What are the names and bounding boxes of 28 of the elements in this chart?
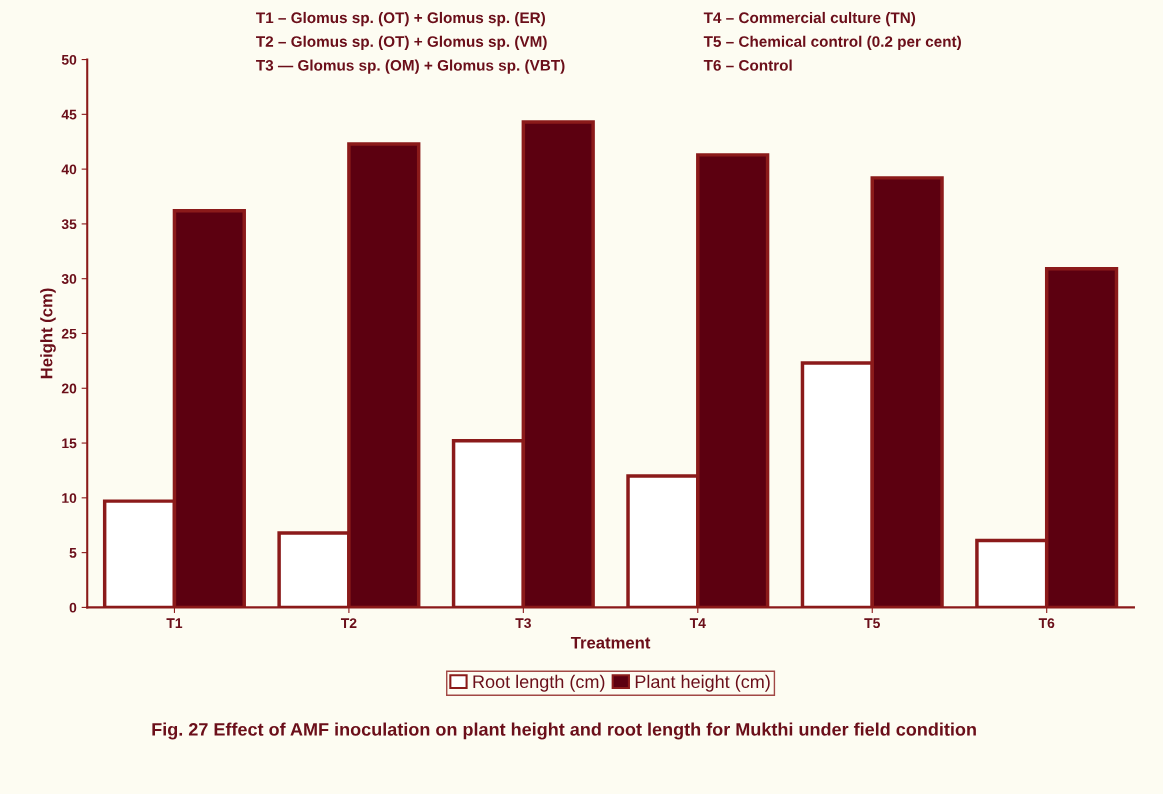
y-tick-label: 50 — [61, 54, 77, 65]
x-tick-label: T2 — [340, 618, 357, 628]
y-tick-label: 15 — [62, 438, 77, 449]
text: T5 – Chemical control (0.2 per cent) — [703, 35, 961, 50]
y-tick-label: 30 — [61, 274, 77, 284]
y-tick-label: 5 — [69, 548, 77, 558]
x-tick-label: T6 — [1038, 618, 1055, 629]
y-tick-label: 45 — [61, 109, 77, 120]
text: T1 – Glomus sp. (OT) + Glomus sp. (ER) — [256, 11, 545, 27]
text: T4 – Commercial culture (TN) — [703, 11, 916, 27]
x-tick-label: T3 — [515, 618, 531, 629]
annotation: T6 – Control — [703, 59, 792, 71]
y-tick-label: 20 — [61, 383, 77, 394]
y-axis-title: Height (cm) — [40, 288, 56, 379]
y-tick-label: 40 — [61, 164, 77, 175]
y-tick-label: 10 — [62, 493, 77, 504]
x-tick-label: T4 — [689, 618, 706, 628]
text: Fig. 27 Effect of AMF inoculation on plant height and root length for Mukthi under field condition — [152, 722, 976, 740]
y-tick-label: 0 — [69, 602, 77, 613]
y-tick-label: 35 — [61, 219, 77, 230]
x-axis-title: Treatment — [570, 636, 651, 649]
text: T2 – Glomus sp. (OT) + Glomus sp. (VM) — [256, 35, 547, 50]
x-tick-label: T5 — [864, 618, 880, 629]
legend-label: Plant height (cm) — [635, 674, 770, 692]
x-tick-label: T1 — [166, 618, 183, 628]
annotation: T3 — Glomus sp. (OM) + Glomus sp. (VBT) — [256, 59, 565, 74]
legend-label: Root length (cm) — [473, 674, 605, 692]
y-tick-label: 25 — [61, 328, 77, 339]
